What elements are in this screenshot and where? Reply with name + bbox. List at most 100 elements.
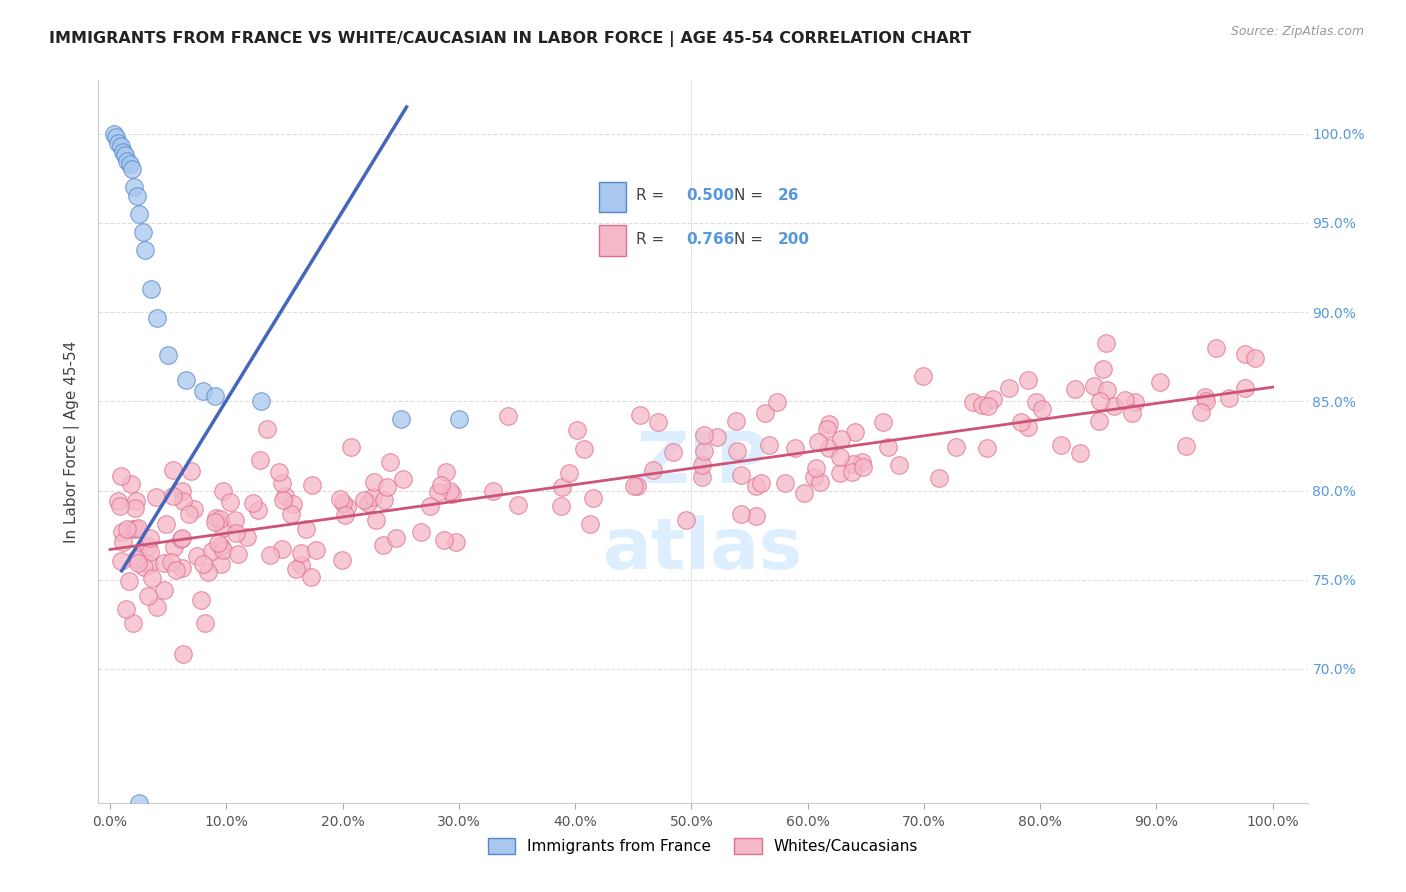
Point — [121, 162, 143, 177]
Point — [962, 395, 984, 409]
Point — [138, 557, 160, 571]
Point — [204, 515, 226, 529]
Point — [1095, 335, 1118, 350]
Point — [159, 555, 181, 569]
Point — [301, 478, 323, 492]
Point — [841, 465, 863, 479]
Point — [155, 516, 177, 531]
Point — [353, 493, 375, 508]
Point — [128, 796, 150, 810]
Point — [205, 511, 228, 525]
Point — [481, 483, 503, 498]
Point — [706, 430, 728, 444]
Text: 0.766: 0.766 — [686, 232, 734, 247]
Point — [692, 428, 714, 442]
Point — [219, 494, 242, 508]
Point — [419, 499, 441, 513]
Point — [817, 441, 839, 455]
Point — [110, 554, 132, 568]
Point — [138, 545, 160, 559]
Point — [141, 571, 163, 585]
Point — [256, 422, 278, 436]
Point — [207, 536, 229, 550]
Point — [170, 531, 193, 545]
Point — [565, 423, 588, 437]
Point — [114, 148, 136, 162]
Point — [267, 466, 290, 480]
Y-axis label: In Labor Force | Age 45-54: In Labor Force | Age 45-54 — [63, 341, 80, 542]
Point — [582, 491, 605, 505]
Point — [152, 582, 174, 597]
Point — [371, 538, 394, 552]
Point — [851, 455, 873, 469]
Point — [122, 616, 145, 631]
Point — [299, 570, 322, 584]
Text: R =: R = — [636, 188, 669, 203]
Point — [1083, 378, 1105, 392]
Point — [225, 526, 247, 541]
Point — [145, 490, 167, 504]
Point — [134, 243, 156, 257]
Point — [180, 464, 202, 478]
Point — [183, 501, 205, 516]
Point — [1095, 383, 1118, 397]
Point — [766, 395, 789, 409]
Point — [194, 616, 217, 631]
Point — [259, 548, 281, 562]
Point — [170, 533, 193, 547]
Point — [754, 407, 776, 421]
Point — [145, 310, 167, 325]
Point — [758, 437, 780, 451]
Point — [725, 413, 748, 427]
Point — [190, 593, 212, 607]
Point — [139, 531, 162, 545]
Point — [153, 556, 176, 570]
Point — [125, 493, 148, 508]
Point — [204, 389, 226, 403]
Point — [745, 479, 768, 493]
Point — [250, 394, 273, 409]
Point — [976, 442, 998, 456]
Text: N =: N = — [734, 232, 768, 247]
Point — [294, 522, 316, 536]
Point — [290, 546, 312, 560]
Point — [749, 475, 772, 490]
Text: ZIP: ZIP — [637, 429, 769, 498]
Point — [808, 475, 831, 489]
Point — [872, 415, 894, 429]
Point — [1088, 394, 1111, 409]
Point — [107, 136, 129, 150]
Point — [332, 496, 354, 510]
Point — [690, 458, 713, 473]
Text: 200: 200 — [778, 232, 810, 247]
Point — [1050, 438, 1073, 452]
Bar — [599, 225, 627, 256]
Point — [1017, 373, 1039, 387]
Point — [170, 483, 193, 498]
Point — [887, 458, 910, 473]
Text: 0.500: 0.500 — [686, 188, 734, 203]
Point — [1064, 382, 1087, 396]
Point — [366, 513, 388, 527]
Point — [1102, 399, 1125, 413]
Point — [226, 547, 249, 561]
Point — [441, 487, 464, 501]
Point — [1114, 392, 1136, 407]
Point — [212, 483, 235, 498]
Point — [675, 513, 697, 527]
Point — [136, 539, 159, 553]
Point — [574, 442, 596, 456]
Point — [1121, 407, 1143, 421]
Text: R =: R = — [636, 232, 669, 247]
Point — [804, 461, 827, 475]
Point — [281, 497, 304, 511]
Point — [389, 412, 412, 426]
Point — [103, 127, 125, 141]
Point — [285, 562, 308, 576]
Point — [363, 475, 385, 489]
Point — [336, 500, 359, 514]
Point — [1175, 438, 1198, 452]
Point — [131, 225, 153, 239]
Point — [305, 542, 328, 557]
Point — [136, 589, 159, 603]
